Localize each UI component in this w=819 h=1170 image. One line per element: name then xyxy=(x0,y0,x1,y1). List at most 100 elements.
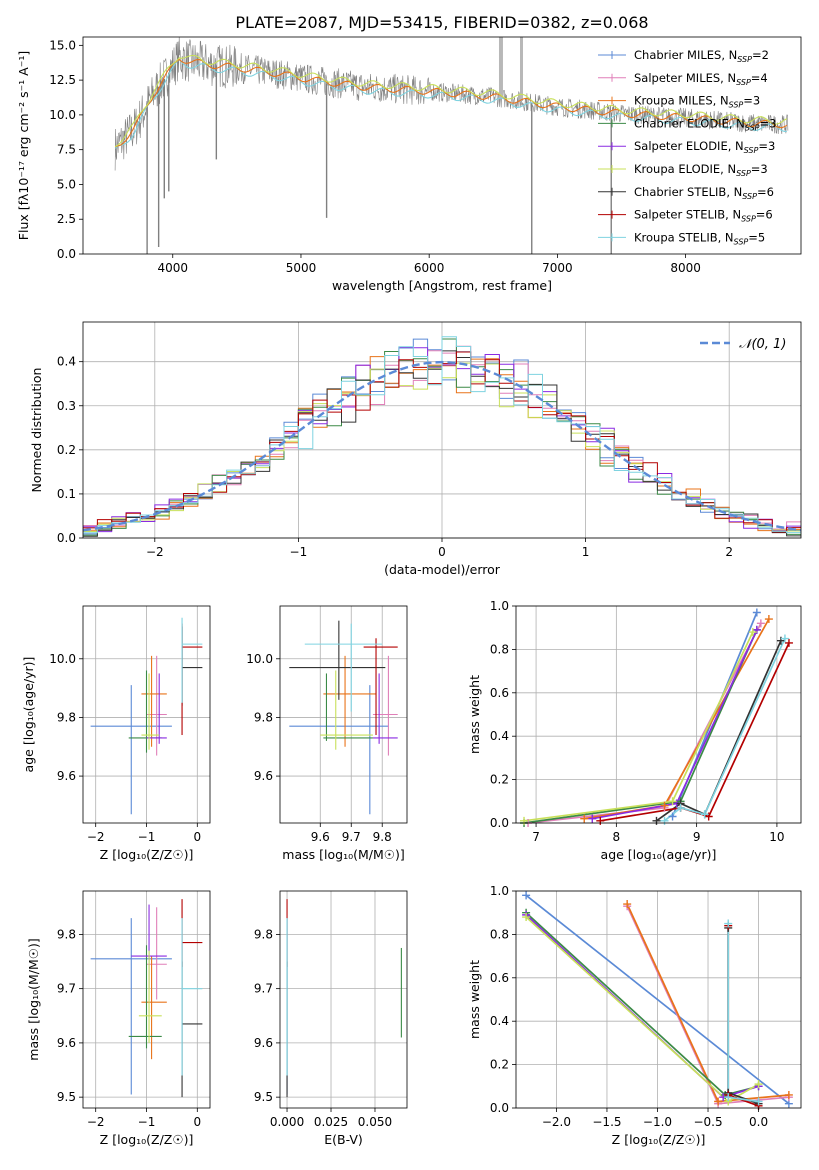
x-axis-label: (data-model)/error xyxy=(384,562,501,577)
x-tick-label: −1.0 xyxy=(643,1115,672,1129)
mass-weight-point xyxy=(724,1093,733,1102)
model-spectrum xyxy=(114,58,788,148)
y-tick-label: 9.8 xyxy=(57,927,76,941)
x-tick-label: −0.5 xyxy=(693,1115,722,1129)
panel-mass_weight_vs_Z: −2.0 −1.5 −1.0 −0.5 0.0 0.0 0.2 0.4 0.6 0.8 1.0 Z [… xyxy=(467,884,802,1147)
legend-entry: Chabrier ELODIE, NSSP=3 xyxy=(634,116,776,132)
model-spectrum xyxy=(114,54,788,148)
mass-weight-point xyxy=(660,801,669,810)
y-tick-label: 5.0 xyxy=(57,177,76,191)
mass-weight-point xyxy=(623,900,632,909)
mass-weight-point xyxy=(748,628,757,637)
x-tick-label: 8000 xyxy=(670,261,701,275)
y-tick-label: 12.5 xyxy=(49,73,76,87)
x-tick-label: 4000 xyxy=(157,261,188,275)
mass-weight-point xyxy=(764,615,773,624)
y-tick-label: 0.2 xyxy=(57,443,76,457)
mass-weight-point xyxy=(784,1090,793,1099)
panel-mass_weight_vs_age: 7 8 9 10 0.0 0.2 0.4 0.6 0.8 1.0 age [log₁₀(age/yr… xyxy=(467,599,802,862)
y-tick-label: 0.0 xyxy=(490,1101,509,1115)
x-tick-label: 9.8 xyxy=(373,830,392,844)
y-tick-label: 0.8 xyxy=(490,927,509,941)
legend-entry: 𝒩(0, 1) xyxy=(739,337,786,352)
y-tick-label: 9.6 xyxy=(254,1036,273,1050)
mass-weight-point xyxy=(668,797,677,806)
x-tick-label: −2 xyxy=(146,545,164,559)
plot-area-residuals xyxy=(83,336,801,538)
mass-weight-point xyxy=(754,1097,763,1106)
legend-entry: Salpeter STELIB, NSSP=6 xyxy=(634,208,773,224)
y-tick-label: 9.8 xyxy=(254,710,273,724)
model-spectrum xyxy=(114,58,787,149)
axes-frame xyxy=(279,605,408,824)
y-tick-label: 0.6 xyxy=(490,971,509,985)
x-tick-label: 0 xyxy=(193,830,201,844)
x-tick-label: −2 xyxy=(87,1115,105,1129)
y-tick-label: 0.4 xyxy=(490,729,509,743)
y-tick-label: 1.0 xyxy=(490,599,509,613)
y-tick-label: 9.5 xyxy=(57,1090,76,1104)
x-tick-label: 0.050 xyxy=(358,1115,392,1129)
mass-weight-line xyxy=(656,640,782,822)
x-axis-label: age [log₁₀(age/yr)] xyxy=(601,847,717,862)
y-axis-label: Flux [fλ10⁻¹⁷ erg cm⁻² s⁻¹ A⁻¹] xyxy=(16,51,31,240)
y-tick-label: 0.2 xyxy=(490,773,509,787)
y-tick-label: 0.1 xyxy=(57,487,76,501)
x-tick-label: −2.0 xyxy=(542,1115,571,1129)
x-tick-label: 2 xyxy=(725,545,733,559)
histogram-step xyxy=(83,336,801,538)
x-tick-label: 7 xyxy=(532,830,540,844)
legend-entry: Salpeter ELODIE, NSSP=3 xyxy=(634,139,775,155)
y-tick-label: 0.4 xyxy=(490,1014,509,1028)
x-tick-label: −2 xyxy=(87,830,105,844)
x-axis-label: Z [log₁₀(Z/Z☉)] xyxy=(612,1132,706,1147)
y-tick-label: 9.6 xyxy=(57,769,76,783)
x-tick-label: 0.0 xyxy=(749,1115,768,1129)
mass-weight-point xyxy=(522,913,531,922)
y-tick-label: 10.0 xyxy=(246,652,273,666)
plot-area-age_vs_Z xyxy=(90,617,203,815)
mass-weight-point xyxy=(700,810,709,819)
mass-weight-point xyxy=(776,636,785,645)
axes-frame xyxy=(515,890,802,1109)
plot-area-spectrum xyxy=(114,37,789,254)
y-axis-label: mass [log₁₀(M/M☉)] xyxy=(26,938,41,1060)
y-tick-label: 9.8 xyxy=(254,927,273,941)
plot-area-age_vs_mass xyxy=(289,620,398,815)
figure-title: PLATE=2087, MJD=53415, FIBERID=0382, z=0… xyxy=(235,13,648,32)
x-tick-label: −1 xyxy=(138,830,156,844)
y-tick-label: 9.5 xyxy=(254,1090,273,1104)
x-axis-label: E(B-V) xyxy=(324,1132,363,1147)
mass-weight-point xyxy=(724,919,733,928)
x-tick-label: 5000 xyxy=(286,261,317,275)
axes-frame xyxy=(82,36,802,255)
y-tick-label: 10.0 xyxy=(49,652,76,666)
y-tick-label: 10.0 xyxy=(49,108,76,122)
x-tick-label: 10 xyxy=(769,830,784,844)
legend-entry: Chabrier STELIB, NSSP=6 xyxy=(634,185,774,201)
y-tick-label: 7.5 xyxy=(57,143,76,157)
x-tick-label: 8 xyxy=(613,830,621,844)
panel-age_vs_Z: −2 −1 0 9.6 9.8 10.0 Z [log₁₀(Z/Z☉)] age [log₁₀… xyxy=(21,605,211,862)
legend-entry: Salpeter MILES, NSSP=4 xyxy=(634,71,768,87)
mass-weight-point xyxy=(756,619,765,628)
axes-frame xyxy=(515,605,802,824)
y-axis-label: Normed distribution xyxy=(29,368,44,493)
legend-entry: Kroupa MILES, NSSP=3 xyxy=(634,94,760,110)
mass-weight-line xyxy=(525,894,790,1105)
x-tick-label: 9.6 xyxy=(311,830,330,844)
y-tick-label: 0.0 xyxy=(490,816,509,830)
gaussian-curve xyxy=(83,360,801,532)
y-tick-label: 0.8 xyxy=(490,642,509,656)
axes-frame xyxy=(279,890,408,1109)
x-tick-label: 0.000 xyxy=(270,1115,304,1129)
mass-weight-point xyxy=(676,803,685,812)
plot-area-mass_vs_Z xyxy=(90,899,203,1098)
mass-weight-point xyxy=(660,816,669,825)
y-tick-label: 0.6 xyxy=(490,686,509,700)
y-tick-label: 9.6 xyxy=(254,769,273,783)
legend-entry: Kroupa STELIB, NSSP=5 xyxy=(634,230,765,246)
panel-residuals: 𝒩(0, 1) −2 −1 0 1 2 0.0 0.1 0.2 0.3 0.4 (data-model… xyxy=(29,321,802,577)
y-tick-label: 9.7 xyxy=(254,982,273,996)
